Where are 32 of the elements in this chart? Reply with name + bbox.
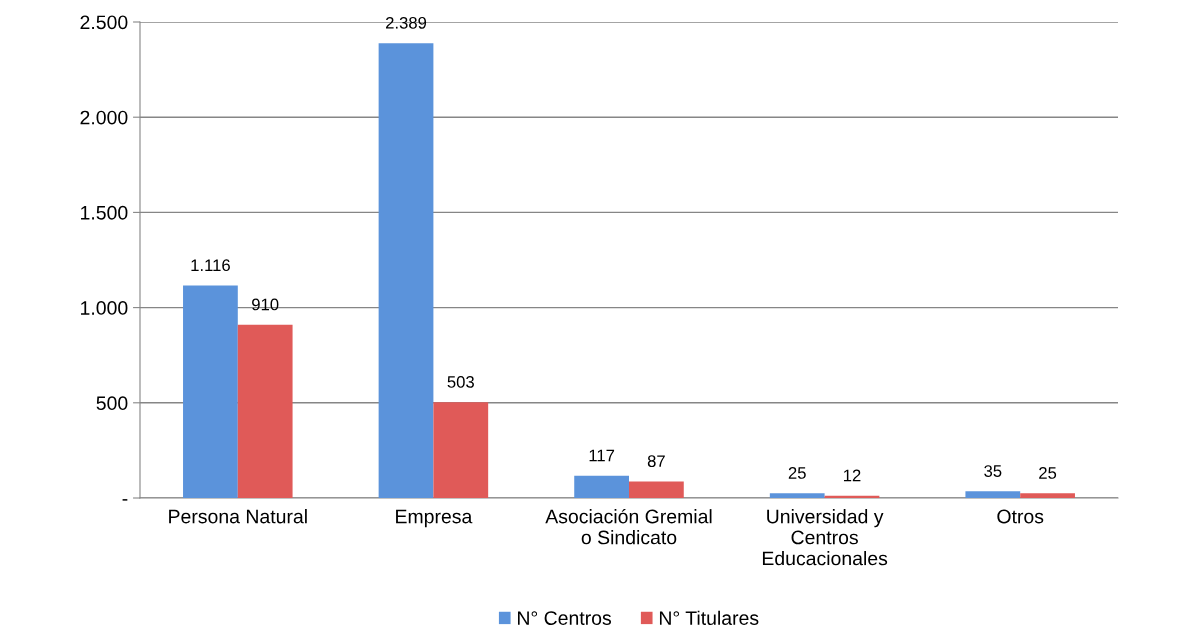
bar	[574, 475, 629, 498]
y-tick-label: -	[122, 499, 128, 501]
y-tick-label: 2.500	[80, 15, 128, 30]
data-label: 35	[984, 465, 1002, 477]
y-tick-label: 2.000	[80, 110, 128, 125]
data-label: 117	[589, 449, 615, 462]
bar	[965, 491, 1021, 498]
legend-label: N° Titulares	[659, 610, 759, 625]
x-tick-label: Persona Natural	[169, 509, 307, 524]
y-tick-label: 500	[96, 396, 128, 411]
data-label: 503	[447, 376, 474, 388]
y-tick-label: 1.000	[81, 301, 128, 315]
legend-label: N° Centros	[518, 611, 612, 625]
bar	[433, 402, 489, 498]
bar	[378, 43, 434, 498]
data-label: 87	[647, 455, 665, 468]
data-label: 1.116	[191, 259, 230, 272]
bar	[629, 481, 684, 498]
x-tick-label: Otros	[997, 509, 1044, 524]
y-tick-label: 1.500	[81, 205, 128, 220]
x-tick-label: Empresa	[396, 509, 473, 528]
x-tick-label: Universidad y Centros Educacionales	[762, 509, 888, 566]
bar	[769, 493, 825, 498]
data-label: 25	[788, 467, 806, 479]
data-label: 12	[843, 469, 861, 482]
data-label: 2.389	[386, 16, 427, 29]
bar	[1020, 493, 1075, 498]
bar	[183, 285, 238, 498]
data-label: 910	[252, 298, 279, 311]
bar	[237, 324, 293, 498]
data-label: 25	[1039, 467, 1057, 479]
x-tick-label: Asociación Gremial o Sindicato	[545, 508, 712, 545]
